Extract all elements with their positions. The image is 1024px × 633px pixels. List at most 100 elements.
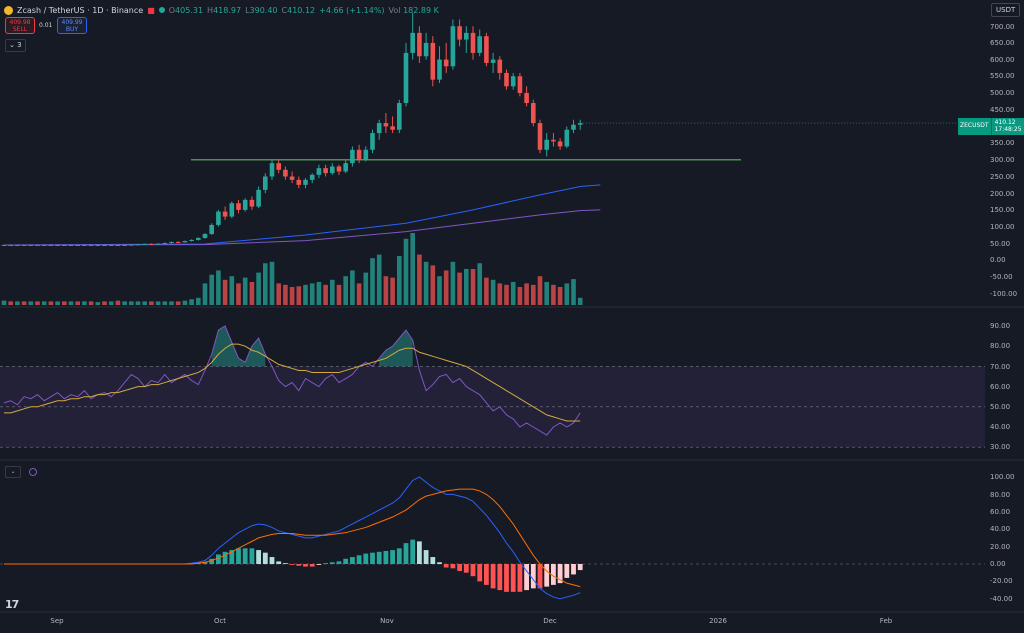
macd-collapse-button[interactable]: ⌄ [5,466,21,478]
price-axis-label: -50.00 [990,273,1013,281]
macd-axis-label: 0.00 [990,560,1006,568]
macd-histogram-bar [544,564,550,587]
macd-histogram-bar [457,564,462,571]
volume-bar [296,286,302,305]
volume-bar [470,269,476,305]
buy-button[interactable]: 409.99 BUY [57,17,87,34]
candle-body [356,149,362,160]
volume-bar [457,272,462,305]
candle-body [470,32,476,53]
price-axis-label: 600.00 [990,56,1015,64]
candle-body [423,42,429,57]
candle-body [55,244,60,246]
rsi-axis-label: 60.00 [990,383,1011,391]
volume-bar [242,277,248,305]
candle-body [551,139,556,142]
candle-body [323,168,328,174]
price-axis-label: 700.00 [990,23,1015,31]
macd-histogram-bar [417,541,422,564]
candle-body [464,32,469,40]
macd-histogram-bar [236,548,241,564]
bell-icon[interactable]: ■ [147,5,155,15]
volume-bar [571,279,576,305]
candle-body [182,240,188,243]
macd-histogram-bar [477,564,483,582]
macd-histogram-bar [410,539,416,564]
candle-body [82,244,87,246]
ohlc-open: O405.31 [168,5,204,15]
sell-button[interactable]: 409.98 SELL [5,17,35,34]
candle-body [35,244,40,246]
macd-histogram-bar [484,564,489,585]
moving-average-line [3,184,601,246]
candle-body [370,133,375,150]
candle-body [242,199,248,210]
currency-selector[interactable]: USDT [991,3,1021,17]
volume-bar [269,261,275,305]
candle-body [169,241,174,243]
symbol-title[interactable]: Zcash / TetherUS · 1D · Binance [17,5,144,15]
price-axis-label: 100.00 [990,223,1015,231]
candle-body [397,103,402,130]
macd-histogram-bar [370,552,375,564]
volume-bar [216,270,221,305]
candle-body [202,233,208,238]
macd-axis-label: 80.00 [990,491,1011,499]
indicators-toggle[interactable]: ⌄ 3 [5,39,26,52]
candle-body [296,179,302,185]
rsi-ma-line [4,343,581,422]
volume-bar [189,299,194,305]
ohlc-high: H418.97 [207,5,242,15]
macd-histogram-bar [216,554,221,564]
candle-body [8,244,13,246]
macd-histogram-bar [363,553,369,564]
macd-histogram-bar [504,564,509,592]
candle-body [544,139,549,150]
volume-bar [330,279,335,305]
candle-body [289,176,295,180]
candle-body [497,59,503,73]
volume-bar [423,261,429,305]
volume-bar [28,301,34,305]
candle-body [162,242,168,244]
macd-histogram-bar [403,543,409,564]
macd-histogram-bar [557,564,563,584]
volume-bar [15,301,20,305]
volume-bar [95,302,101,305]
candle-body [48,244,54,246]
macd-histogram-bar [289,564,295,565]
candle-body [149,243,154,245]
volume-bar [175,301,181,305]
candle-body [95,244,101,246]
buy-label: BUY [65,26,79,33]
volume-bar [283,284,288,305]
volume-bar [316,281,322,305]
rsi-axis-label: 80.00 [990,342,1011,350]
candle-body [309,174,315,180]
price-axis-label: 650.00 [990,39,1015,47]
macd-histogram-bar [323,563,328,564]
candle-body [484,36,489,63]
volume-bar [289,287,295,305]
badge-countdown: 17:48:25 [994,126,1022,133]
candle-body [222,211,228,217]
volume-bar [82,301,87,305]
volume-bar [68,301,74,305]
volume-bar [477,263,482,305]
macd-signal-line [4,488,581,588]
macd-histogram-bar [276,561,282,564]
candle-body [510,76,516,87]
time-axis-label: Oct [213,617,227,625]
volume-bar [129,301,134,305]
candle-body [330,166,335,174]
macd-axis-label: 60.00 [990,508,1011,516]
candle-body [350,149,355,164]
macd-settings-icon[interactable] [29,468,37,476]
volume-bar [62,301,67,305]
volume-bar [169,301,174,305]
volume-bar [1,300,7,305]
candle-body [316,168,322,175]
volume-bar [517,287,523,305]
